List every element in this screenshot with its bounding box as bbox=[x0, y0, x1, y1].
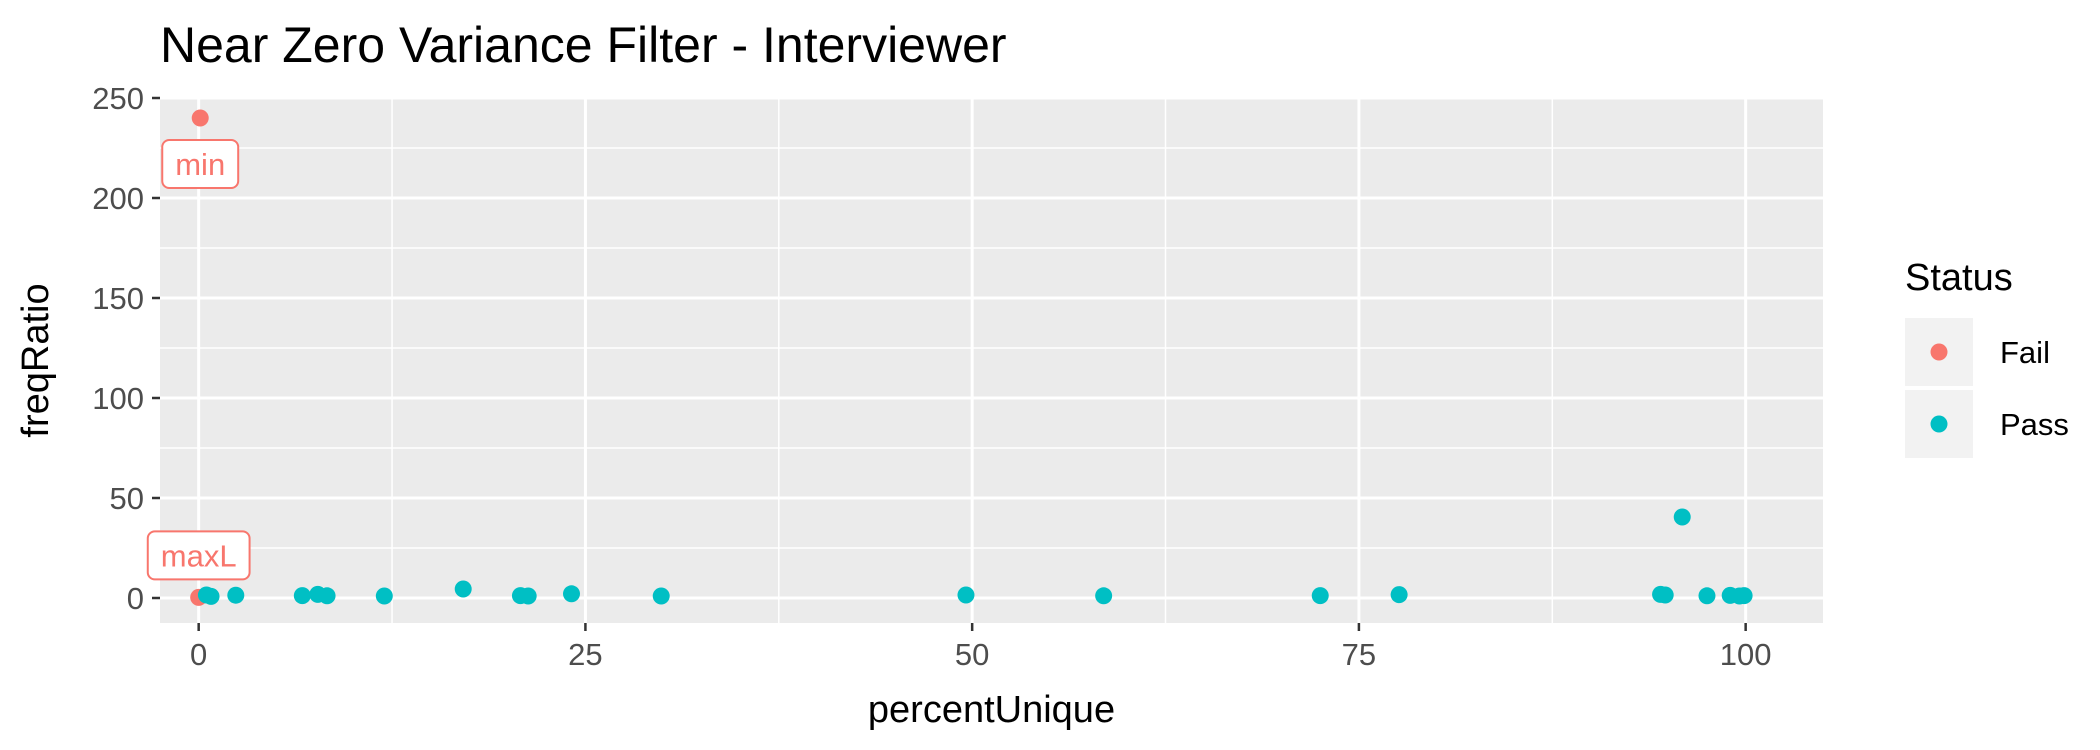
plot-panel bbox=[160, 98, 1823, 623]
x-tick-label: 25 bbox=[568, 637, 602, 672]
data-point-pass bbox=[1311, 587, 1329, 605]
data-point-pass bbox=[1735, 587, 1753, 605]
y-tick-label: 150 bbox=[92, 281, 144, 316]
data-point-pass bbox=[375, 587, 393, 605]
legend-item-pass: Pass bbox=[1905, 390, 2069, 458]
annotation-text: min bbox=[175, 147, 225, 182]
legend: Status Fail Pass bbox=[1905, 257, 2069, 458]
x-tick-label: 0 bbox=[190, 637, 207, 672]
annotation-label: maxL bbox=[146, 530, 251, 581]
y-tick-label: 50 bbox=[110, 481, 144, 516]
legend-key-swatch bbox=[1930, 343, 1948, 361]
data-point-pass bbox=[227, 586, 245, 604]
data-point-fail bbox=[191, 109, 209, 127]
y-tick-label: 250 bbox=[92, 81, 144, 116]
data-point-pass bbox=[1673, 508, 1691, 526]
data-point-pass bbox=[1390, 586, 1408, 604]
data-point-pass bbox=[519, 587, 537, 605]
annotation-box bbox=[146, 530, 251, 581]
legend-key-swatch bbox=[1930, 415, 1948, 433]
annotation-box bbox=[161, 139, 240, 189]
y-axis-title: freqRatio bbox=[15, 283, 57, 437]
major-gridlines bbox=[160, 96, 1823, 623]
legend-item-fail: Fail bbox=[1905, 318, 2050, 386]
legend-title: Status bbox=[1905, 257, 2013, 299]
annotations: min maxL bbox=[146, 139, 251, 581]
x-tick-label: 50 bbox=[955, 637, 989, 672]
data-point-pass bbox=[1698, 587, 1716, 605]
data-point-pass bbox=[562, 585, 580, 603]
annotation-label: min bbox=[161, 139, 240, 189]
minor-gridlines bbox=[160, 98, 1823, 623]
data-point-pass bbox=[957, 586, 975, 604]
x-axis-title: percentUnique bbox=[868, 689, 1115, 731]
x-axis: 0 25 50 75 100 bbox=[190, 623, 1772, 672]
data-point-pass bbox=[1095, 587, 1113, 605]
data-point-pass bbox=[318, 587, 336, 605]
legend-label: Pass bbox=[2000, 407, 2069, 442]
data-point-pass bbox=[202, 587, 220, 605]
data-points bbox=[190, 109, 1753, 606]
y-tick-label: 200 bbox=[92, 181, 144, 216]
x-tick-label: 100 bbox=[1720, 637, 1772, 672]
y-axis: 0 50 100 150 200 250 bbox=[92, 81, 160, 616]
y-tick-label: 0 bbox=[127, 581, 144, 616]
y-tick-label: 100 bbox=[92, 381, 144, 416]
data-point-pass bbox=[1656, 586, 1674, 604]
chart-title: Near Zero Variance Filter - Interviewer bbox=[160, 17, 1007, 73]
legend-label: Fail bbox=[2000, 335, 2050, 370]
annotation-text: maxL bbox=[161, 538, 237, 573]
data-point-pass bbox=[454, 580, 472, 598]
data-point-pass bbox=[293, 587, 311, 605]
x-tick-label: 75 bbox=[1342, 637, 1376, 672]
data-point-pass bbox=[652, 587, 670, 605]
